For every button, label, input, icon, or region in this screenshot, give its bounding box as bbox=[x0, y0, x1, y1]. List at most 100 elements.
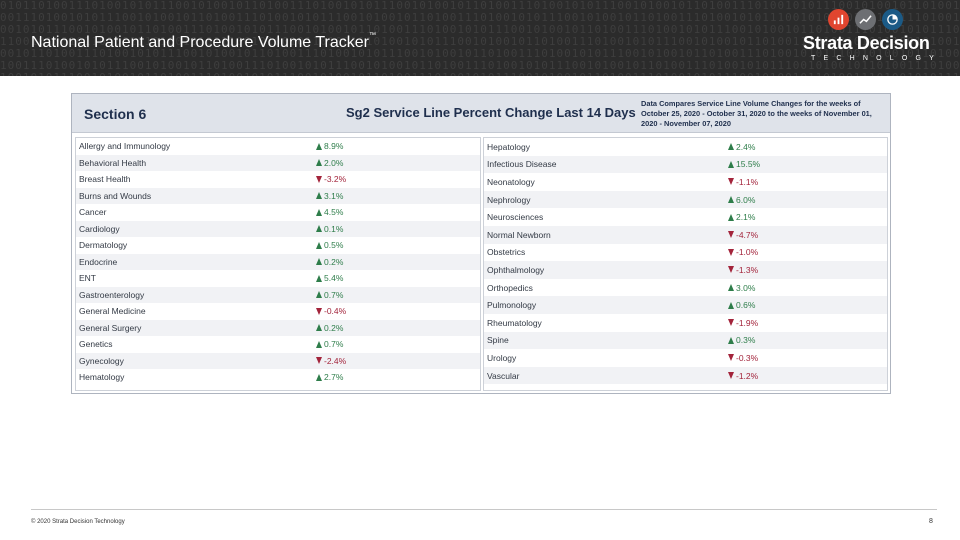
service-line-row: Gastroenterology 0.7% bbox=[76, 286, 480, 303]
percent-change-value: 0.7% bbox=[316, 339, 343, 349]
service-line-row: Rheumatology -1.9% bbox=[484, 314, 887, 332]
percent-change-value: -4.7% bbox=[728, 230, 758, 240]
triangle-up-icon bbox=[316, 373, 322, 381]
percent-change-value: -1.9% bbox=[728, 318, 758, 328]
percent-change-value: -3.2% bbox=[316, 174, 346, 184]
triangle-up-icon bbox=[728, 284, 734, 292]
percent-change-value: -1.3% bbox=[728, 265, 758, 275]
service-line-label: Cancer bbox=[79, 207, 107, 218]
brand-logo: Strata Decision bbox=[803, 33, 930, 53]
triangle-up-icon bbox=[728, 336, 734, 344]
triangle-up-icon bbox=[316, 159, 322, 167]
percent-change-value: 2.4% bbox=[728, 142, 755, 152]
service-line-label: ENT bbox=[79, 273, 96, 284]
percent-change-text: -0.3% bbox=[736, 352, 759, 363]
percent-change-value: 2.0% bbox=[316, 158, 343, 168]
percent-change-value: 0.1% bbox=[316, 224, 343, 234]
service-line-label: Gynecology bbox=[79, 355, 124, 366]
page-number: 8 bbox=[929, 518, 933, 525]
service-line-panel: Section 6 Sg2 Service Line Percent Chang… bbox=[71, 93, 891, 394]
triangle-up-icon bbox=[316, 208, 322, 216]
date-range-note: Data Compares Service Line Volume Change… bbox=[641, 99, 872, 128]
service-line-label: Cardiology bbox=[79, 223, 120, 234]
service-line-label: Nephrology bbox=[487, 194, 531, 205]
service-line-label: Burns and Wounds bbox=[79, 190, 152, 201]
percent-change-value: -1.0% bbox=[728, 247, 758, 257]
service-line-label: Dermatology bbox=[79, 240, 128, 251]
trademark-symbol: ™ bbox=[368, 32, 376, 39]
percent-change-value: 0.2% bbox=[316, 323, 343, 333]
triangle-up-icon bbox=[728, 143, 734, 151]
binary-background-pattern: 0101101001110100101011100101001011010011… bbox=[0, 0, 960, 76]
service-line-row: ENT 5.4% bbox=[76, 270, 480, 287]
service-line-label: Vascular bbox=[487, 370, 520, 381]
triangle-up-icon bbox=[728, 160, 734, 168]
service-line-label: Neonatology bbox=[487, 176, 535, 187]
percent-change-text: 5.4% bbox=[324, 273, 344, 284]
service-line-label: Behavioral Health bbox=[79, 157, 147, 168]
service-line-row: Nephrology 6.0% bbox=[484, 190, 887, 209]
percent-change-text: -1.2% bbox=[736, 370, 759, 381]
triangle-up-icon bbox=[728, 301, 734, 309]
triangle-up-icon bbox=[316, 241, 322, 249]
percent-change-text: 0.7% bbox=[324, 289, 344, 300]
service-line-row: Infectious Disease 15.5% bbox=[484, 155, 887, 174]
service-line-row: Gynecology -2.4% bbox=[76, 352, 480, 369]
percent-change-text: 2.0% bbox=[324, 157, 344, 168]
percent-change-value: 3.0% bbox=[728, 283, 755, 293]
service-line-row: Allergy and Immunology 8.9% bbox=[76, 138, 480, 155]
percent-change-text: 0.7% bbox=[324, 339, 344, 350]
percent-change-text: 0.3% bbox=[736, 335, 756, 346]
service-line-label: Hematology bbox=[79, 372, 125, 383]
service-line-row: Genetics 0.7% bbox=[76, 336, 480, 353]
service-line-label: Pulmonology bbox=[487, 300, 537, 311]
service-line-row: Burns and Wounds 3.1% bbox=[76, 187, 480, 204]
section-label: Section 6 bbox=[84, 106, 147, 122]
percent-change-text: -0.4% bbox=[324, 306, 347, 317]
footer-divider bbox=[31, 509, 937, 510]
percent-change-text: -1.9% bbox=[736, 317, 759, 328]
percent-change-value: 0.2% bbox=[316, 257, 343, 267]
percent-change-value: 0.7% bbox=[316, 290, 343, 300]
percent-change-value: 8.9% bbox=[316, 141, 343, 151]
triangle-down-icon bbox=[728, 248, 734, 256]
page-title-text: National Patient and Procedure Volume Tr… bbox=[31, 34, 369, 51]
percent-change-value: 6.0% bbox=[728, 195, 755, 205]
brand-subtitle: TECHNOLOGY bbox=[811, 55, 943, 62]
service-line-row: General Medicine -0.4% bbox=[76, 303, 480, 320]
percent-change-text: -1.1% bbox=[736, 176, 759, 187]
header-band: 0101101001110100101011100101001011010011… bbox=[0, 0, 960, 76]
percent-change-value: -0.4% bbox=[316, 306, 346, 316]
triangle-down-icon bbox=[316, 175, 322, 183]
triangle-down-icon bbox=[728, 266, 734, 274]
triangle-up-icon bbox=[728, 213, 734, 221]
percent-change-text: -2.4% bbox=[324, 355, 347, 366]
service-line-row: Breast Health -3.2% bbox=[76, 171, 480, 188]
service-line-row: Pulmonology 0.6% bbox=[484, 296, 887, 314]
percent-change-text: 0.2% bbox=[324, 322, 344, 333]
service-line-label: General Surgery bbox=[79, 322, 142, 333]
panel-title: Sg2 Service Line Percent Change Last 14 … bbox=[346, 105, 636, 120]
triangle-up-icon bbox=[316, 142, 322, 150]
percent-change-value: 2.7% bbox=[316, 372, 343, 382]
triangle-up-icon bbox=[316, 258, 322, 266]
triangle-up-icon bbox=[728, 196, 734, 204]
percent-change-value: -2.4% bbox=[316, 356, 346, 366]
percent-change-text: 4.5% bbox=[324, 207, 344, 218]
percent-change-value: 0.6% bbox=[728, 300, 755, 310]
percent-change-text: -4.7% bbox=[736, 229, 759, 240]
percent-change-text: 6.0% bbox=[736, 194, 756, 205]
percent-change-text: -1.3% bbox=[736, 264, 759, 275]
percent-change-text: 2.7% bbox=[324, 372, 344, 383]
triangle-up-icon bbox=[316, 340, 322, 348]
service-line-label: Infectious Disease bbox=[487, 159, 557, 170]
percent-change-value: 3.1% bbox=[316, 191, 343, 201]
service-line-row: Neurosciences 2.1% bbox=[484, 208, 887, 226]
percent-change-text: 8.9% bbox=[324, 141, 344, 152]
service-line-row: Vascular -1.2% bbox=[484, 366, 887, 385]
service-line-row: Spine 0.3% bbox=[484, 331, 887, 350]
triangle-down-icon bbox=[316, 307, 322, 315]
service-line-label: Genetics bbox=[79, 339, 113, 350]
service-line-row: Hematology 2.7% bbox=[76, 369, 480, 386]
percent-change-value: 2.1% bbox=[728, 212, 755, 222]
